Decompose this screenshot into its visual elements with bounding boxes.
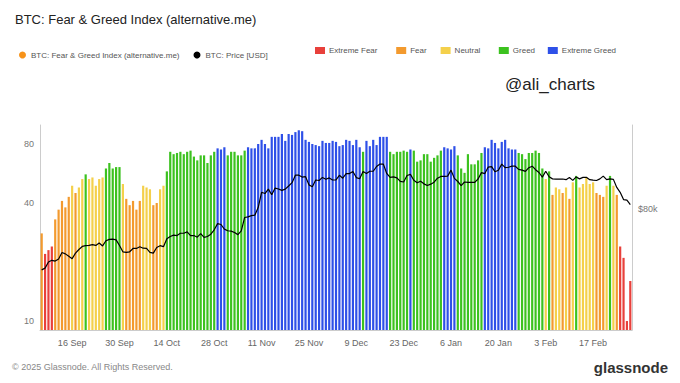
svg-text:$80k: $80k [638, 204, 658, 214]
svg-text:Fear: Fear [410, 46, 427, 55]
svg-text:Neutral: Neutral [455, 46, 481, 55]
svg-text:17 Feb: 17 Feb [579, 338, 607, 348]
svg-text:BTC: Fear & Greed Index (alter: BTC: Fear & Greed Index (alternative.me) [15, 12, 256, 27]
svg-text:20 Jan: 20 Jan [485, 338, 512, 348]
svg-text:23 Dec: 23 Dec [389, 338, 418, 348]
svg-text:25 Nov: 25 Nov [295, 338, 324, 348]
svg-text:Extreme Greed: Extreme Greed [562, 46, 616, 55]
svg-text:11 Nov: 11 Nov [248, 338, 276, 348]
svg-text:Extreme Fear: Extreme Fear [329, 46, 378, 55]
svg-text:28 Oct: 28 Oct [201, 338, 228, 348]
svg-text:BTC: Fear & Greed Index (alter: BTC: Fear & Greed Index (alternative.me) [31, 51, 180, 60]
svg-text:@ali_charts: @ali_charts [505, 75, 595, 94]
svg-text:glassnode: glassnode [594, 359, 668, 376]
svg-text:© 2025 Glassnode. All Rights R: © 2025 Glassnode. All Rights Reserved. [12, 362, 173, 372]
svg-text:9 Dec: 9 Dec [345, 338, 369, 348]
svg-text:14 Oct: 14 Oct [154, 338, 181, 348]
svg-text:Greed: Greed [513, 46, 535, 55]
svg-text:BTC: Price [USD]: BTC: Price [USD] [206, 51, 268, 60]
svg-text:30 Sep: 30 Sep [105, 338, 134, 348]
svg-text:10: 10 [24, 316, 34, 326]
svg-text:40: 40 [24, 198, 34, 208]
svg-text:16 Sep: 16 Sep [58, 338, 87, 348]
svg-text:80: 80 [24, 139, 34, 149]
svg-text:3 Feb: 3 Feb [534, 338, 557, 348]
svg-text:6 Jan: 6 Jan [440, 338, 462, 348]
